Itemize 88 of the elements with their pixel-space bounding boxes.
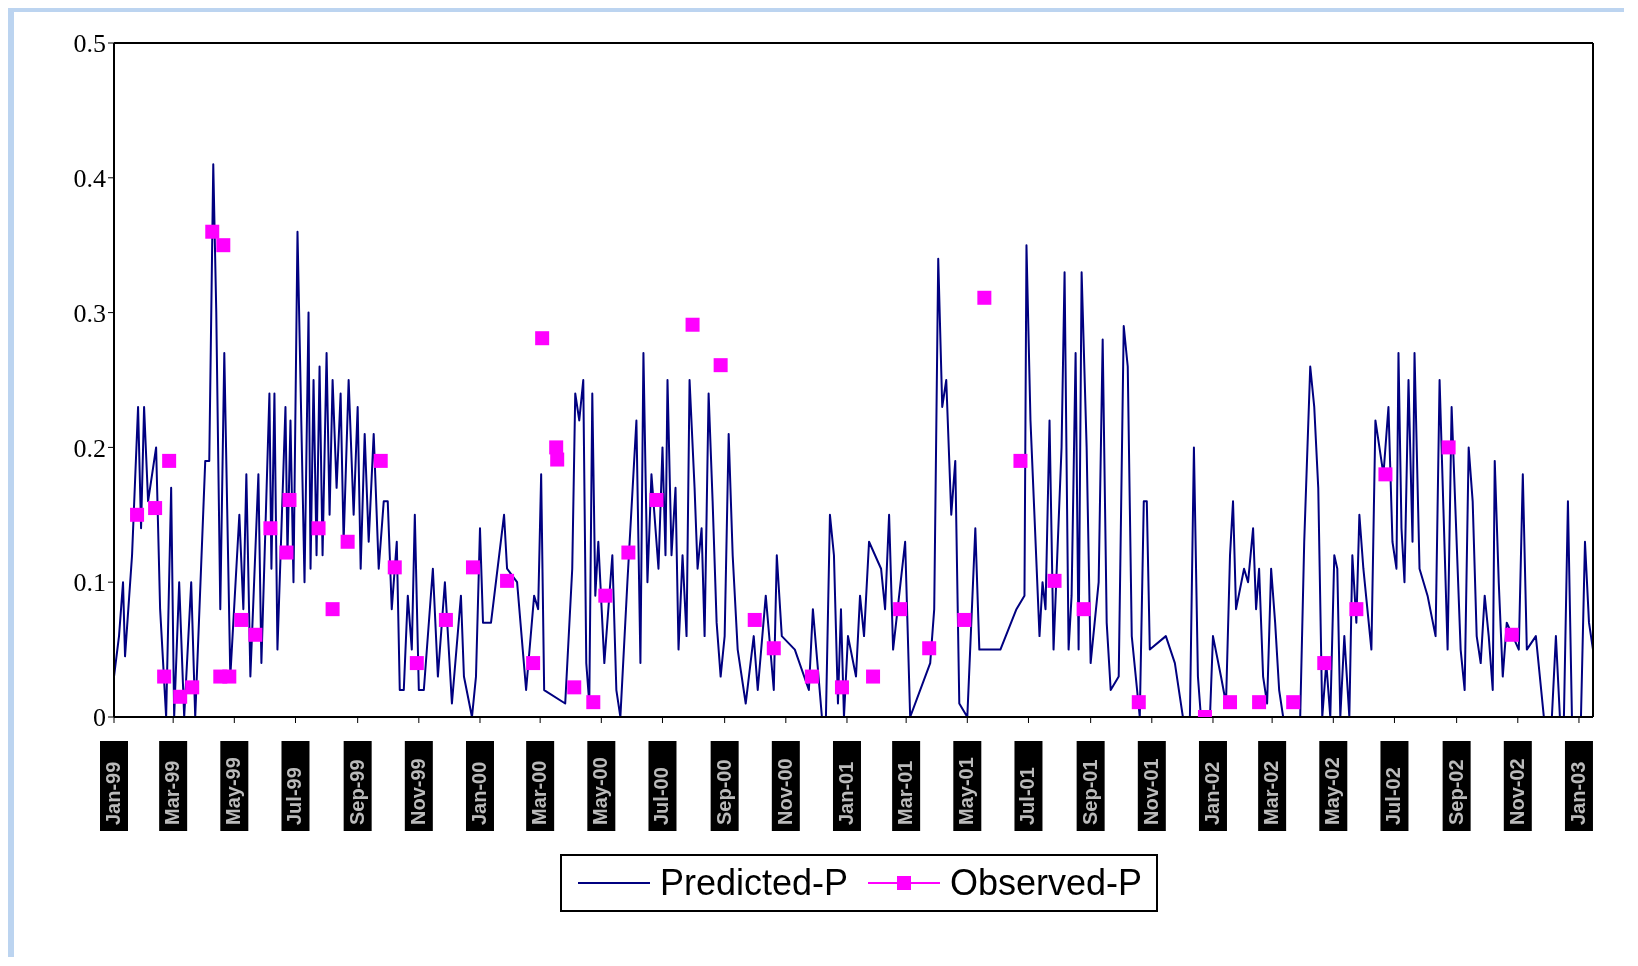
point <box>130 507 145 522</box>
y-tick-label: 0.5 <box>73 29 106 59</box>
legend-label: Observed-P <box>950 862 1143 904</box>
point <box>685 317 700 332</box>
point <box>162 453 177 468</box>
x-tick-label: Jul-99 <box>283 767 306 825</box>
point <box>713 358 728 373</box>
point <box>1286 695 1301 710</box>
x-tick-label: Mar-02 <box>1260 760 1283 825</box>
y-tick-label: 0.4 <box>73 164 106 194</box>
point <box>185 680 200 695</box>
point <box>1317 656 1332 671</box>
x-tick-label: Mar-99 <box>161 760 184 825</box>
x-tick-label: Sep-01 <box>1078 759 1101 825</box>
x-tick-label: Sep-99 <box>345 759 368 825</box>
point <box>216 238 231 253</box>
point <box>621 545 636 560</box>
x-tick-label: May-01 <box>955 757 978 825</box>
point <box>234 612 249 627</box>
point <box>922 641 937 656</box>
point <box>1047 573 1062 588</box>
point <box>893 602 908 617</box>
point <box>1349 602 1364 617</box>
point <box>1223 695 1238 710</box>
point <box>834 680 849 695</box>
point <box>526 656 541 671</box>
x-tick-label: Mar-01 <box>894 760 917 825</box>
point <box>1013 453 1028 468</box>
point <box>222 669 237 684</box>
x-tick-label: Jul-02 <box>1382 767 1405 825</box>
y-tick-label: 0.3 <box>73 298 106 328</box>
x-tick-label: Jul-00 <box>650 767 673 825</box>
point <box>977 290 992 305</box>
point <box>325 602 340 617</box>
point <box>263 521 278 536</box>
point <box>649 492 664 507</box>
y-tick-label: 0.2 <box>73 433 106 463</box>
point <box>248 627 263 642</box>
y-tick-label: 0 <box>93 703 106 733</box>
point <box>1504 627 1519 642</box>
point <box>766 641 781 656</box>
x-tick-label: Jul-01 <box>1016 767 1039 825</box>
point <box>438 612 453 627</box>
x-tick-label: Nov-02 <box>1505 758 1528 825</box>
x-tick-label: May-00 <box>589 757 612 825</box>
x-tick-label: Nov-01 <box>1139 758 1162 825</box>
legend-label: Predicted-P <box>659 862 848 904</box>
x-tick-label: Jan-00 <box>467 761 490 825</box>
point <box>373 453 388 468</box>
point <box>598 588 613 603</box>
y-tick-label: 0.1 <box>73 568 106 598</box>
x-tick-label: Nov-00 <box>773 758 796 825</box>
point <box>1131 695 1146 710</box>
point <box>157 669 172 684</box>
point <box>957 612 972 627</box>
point <box>1378 467 1393 482</box>
point <box>549 440 564 455</box>
x-tick-label: Jan-99 <box>102 761 124 825</box>
point <box>1252 695 1267 710</box>
point <box>866 669 881 684</box>
x-tick-label: May-02 <box>1321 757 1344 825</box>
point <box>550 452 565 467</box>
point <box>804 669 819 684</box>
point <box>282 492 297 507</box>
point <box>747 612 762 627</box>
point <box>465 560 480 575</box>
point <box>387 560 402 575</box>
point <box>173 689 188 704</box>
point <box>279 545 294 560</box>
point <box>535 331 550 346</box>
point <box>311 521 326 536</box>
point <box>148 501 163 516</box>
point <box>1441 440 1456 455</box>
x-tick-label: Jan-02 <box>1200 761 1223 825</box>
point <box>500 573 515 588</box>
x-tick-label: Sep-02 <box>1444 759 1467 825</box>
point <box>409 656 424 671</box>
x-tick-label: Jan-01 <box>834 761 857 825</box>
x-tick-label: Mar-00 <box>528 760 551 825</box>
x-tick-label: Nov-99 <box>406 758 429 825</box>
x-tick-label: Sep-00 <box>712 759 735 825</box>
point <box>586 695 601 710</box>
x-tick-label: May-99 <box>222 757 245 825</box>
point <box>340 534 355 549</box>
x-tick-label: Jan-03 <box>1566 761 1589 825</box>
point <box>567 680 582 695</box>
point <box>1076 602 1091 617</box>
point <box>205 224 220 239</box>
